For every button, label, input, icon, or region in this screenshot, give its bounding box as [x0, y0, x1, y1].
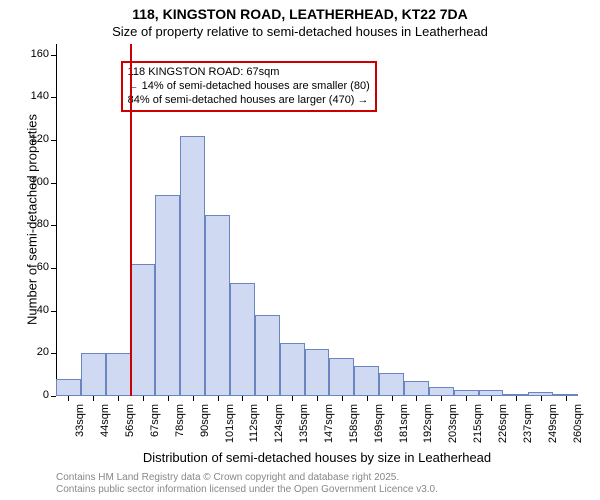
x-tick-mark [367, 396, 368, 401]
y-tick-mark [51, 353, 56, 354]
footer-line-1: Contains HM Land Registry data © Crown c… [56, 472, 438, 484]
histogram-bar [106, 353, 131, 396]
x-tick-label: 44sqm [99, 404, 111, 444]
x-tick-label: 249sqm [547, 404, 559, 444]
x-tick-label: 158sqm [348, 404, 360, 444]
x-tick-label: 147sqm [323, 404, 335, 444]
y-tick-label: 100 [21, 176, 49, 188]
y-tick-label: 160 [21, 48, 49, 60]
footer-attribution: Contains HM Land Registry data © Crown c… [56, 472, 438, 496]
histogram-bar [131, 264, 156, 396]
y-tick-mark [51, 268, 56, 269]
x-tick-mark [392, 396, 393, 401]
x-tick-mark [541, 396, 542, 401]
histogram-bar [230, 283, 255, 396]
footer-line-2: Contains public sector information licen… [56, 484, 438, 496]
x-tick-label: 260sqm [572, 404, 584, 444]
histogram-bar [155, 195, 180, 396]
x-axis-label: Distribution of semi-detached houses by … [56, 450, 578, 465]
x-tick-mark [516, 396, 517, 401]
y-tick-mark [51, 183, 56, 184]
x-tick-label: 203sqm [447, 404, 459, 444]
y-tick-label: 120 [21, 133, 49, 145]
x-tick-mark [193, 396, 194, 401]
y-tick-label: 140 [21, 90, 49, 102]
x-tick-label: 67sqm [149, 404, 161, 444]
marker-line [130, 44, 132, 396]
x-tick-mark [242, 396, 243, 401]
histogram-bar [404, 381, 429, 396]
y-tick-mark [51, 140, 56, 141]
x-tick-mark [566, 396, 567, 401]
histogram-bar [429, 387, 454, 396]
x-tick-label: 33sqm [74, 404, 86, 444]
y-tick-label: 0 [21, 389, 49, 401]
annotation-line-3: 84% of semi-detached houses are larger (… [128, 94, 370, 108]
annotation-box: 118 KINGSTON ROAD: 67sqm ← 14% of semi-d… [121, 61, 377, 112]
histogram-bar [280, 343, 305, 396]
annotation-line-1: 118 KINGSTON ROAD: 67sqm [128, 66, 370, 80]
x-tick-mark [168, 396, 169, 401]
chart-container: 118, KINGSTON ROAD, LEATHERHEAD, KT22 7D… [0, 0, 600, 500]
y-tick-mark [51, 225, 56, 226]
x-tick-mark [68, 396, 69, 401]
y-tick-mark [51, 311, 56, 312]
histogram-bar [205, 215, 230, 396]
chart-title: 118, KINGSTON ROAD, LEATHERHEAD, KT22 7D… [0, 6, 600, 22]
histogram-bar [56, 379, 81, 396]
histogram-bar [255, 315, 280, 396]
annotation-line-2: ← 14% of semi-detached houses are smalle… [128, 80, 370, 94]
x-tick-label: 101sqm [224, 404, 236, 444]
x-tick-mark [491, 396, 492, 401]
x-tick-label: 112sqm [248, 404, 260, 444]
x-tick-label: 237sqm [522, 404, 534, 444]
x-tick-label: 135sqm [298, 404, 310, 444]
x-tick-mark [342, 396, 343, 401]
x-tick-mark [218, 396, 219, 401]
x-tick-mark [118, 396, 119, 401]
x-tick-label: 56sqm [124, 404, 136, 444]
x-tick-mark [143, 396, 144, 401]
x-tick-label: 215sqm [472, 404, 484, 444]
histogram-bar [305, 349, 330, 396]
y-tick-mark [51, 97, 56, 98]
x-tick-mark [93, 396, 94, 401]
x-tick-label: 124sqm [273, 404, 285, 444]
x-tick-label: 169sqm [373, 404, 385, 444]
x-tick-mark [466, 396, 467, 401]
histogram-bar [180, 136, 205, 396]
y-tick-mark [51, 55, 56, 56]
x-tick-label: 192sqm [422, 404, 434, 444]
histogram-bar [329, 358, 354, 396]
x-tick-mark [441, 396, 442, 401]
histogram-bar [81, 353, 106, 396]
x-tick-label: 226sqm [497, 404, 509, 444]
y-tick-label: 20 [21, 346, 49, 358]
x-tick-label: 78sqm [174, 404, 186, 444]
x-tick-mark [267, 396, 268, 401]
x-tick-label: 90sqm [199, 404, 211, 444]
y-tick-mark [51, 396, 56, 397]
histogram-bar [379, 373, 404, 396]
y-tick-label: 60 [21, 261, 49, 273]
x-tick-mark [416, 396, 417, 401]
y-tick-label: 40 [21, 304, 49, 316]
x-tick-label: 181sqm [398, 404, 410, 444]
chart-subtitle: Size of property relative to semi-detach… [0, 24, 600, 39]
y-tick-label: 80 [21, 218, 49, 230]
x-tick-mark [317, 396, 318, 401]
histogram-bar [354, 366, 379, 396]
x-tick-mark [292, 396, 293, 401]
